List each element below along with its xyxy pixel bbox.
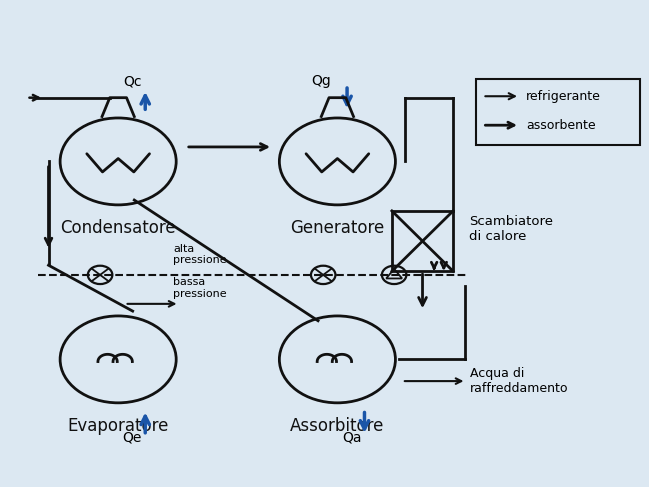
Text: Scambiatore
di calore: Scambiatore di calore — [469, 215, 553, 243]
Text: alta
pressione: alta pressione — [173, 244, 227, 265]
Text: Evaporatore: Evaporatore — [67, 417, 169, 435]
Text: Qc: Qc — [123, 74, 141, 88]
Text: Qa: Qa — [342, 431, 361, 445]
Text: Acqua di
raffreddamento: Acqua di raffreddamento — [470, 367, 568, 395]
Text: Qg: Qg — [312, 74, 331, 88]
Text: assorbente: assorbente — [526, 119, 596, 131]
Text: Qe: Qe — [123, 431, 142, 445]
Text: refrigerante: refrigerante — [526, 90, 601, 103]
Bar — [476, 79, 641, 145]
Text: bassa
pressione: bassa pressione — [173, 277, 227, 299]
Text: Assorbitore: Assorbitore — [290, 417, 385, 435]
Bar — [392, 211, 453, 271]
Text: Generatore: Generatore — [290, 219, 384, 237]
Text: Condensatore: Condensatore — [60, 219, 176, 237]
